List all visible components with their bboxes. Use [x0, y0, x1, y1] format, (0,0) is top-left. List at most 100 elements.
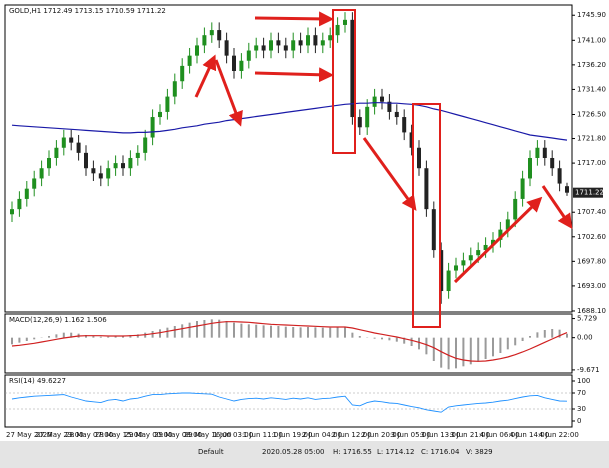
histogram-bar: [462, 337, 465, 367]
x-tick-label: 29 May 08:00: [154, 431, 202, 439]
x-tick-label: 29 May 00:00: [124, 431, 172, 439]
histogram-bar: [440, 337, 443, 368]
histogram-bar: [403, 337, 406, 344]
histogram-bar: [114, 336, 117, 338]
candle-body: [261, 45, 266, 51]
arrow: [214, 59, 243, 127]
candle-body: [306, 35, 310, 46]
candle-body: [172, 81, 177, 97]
candle-body: [283, 45, 288, 51]
histogram-bar: [55, 334, 58, 338]
x-tick-label: 27 May 2020: [6, 431, 52, 439]
histogram-bar: [203, 320, 206, 338]
candle-body: [565, 186, 569, 193]
candle-body: [135, 152, 140, 158]
histogram-bar: [151, 331, 154, 338]
candle-body: [431, 209, 436, 251]
candle-body: [513, 198, 518, 220]
histogram-bar: [514, 337, 517, 346]
histogram-bar: [469, 337, 472, 365]
candle-body: [298, 40, 303, 46]
candle-body: [483, 244, 488, 251]
histogram-bar: [292, 327, 295, 338]
line: [11, 102, 568, 141]
histogram-bar: [233, 322, 235, 338]
histogram-bar: [455, 337, 457, 369]
x-tick-label: 28 May 15:00: [95, 431, 143, 439]
histogram-bar: [159, 329, 161, 338]
candle-body: [150, 117, 155, 138]
chart-title: GOLD,H1 1712.49 1713.15 1710.59 1711.22: [9, 7, 166, 15]
candle-body: [269, 40, 273, 51]
arrow: [453, 196, 543, 284]
candle-body: [254, 45, 259, 51]
candle-body: [528, 157, 532, 179]
histogram-bar: [492, 337, 494, 357]
histogram-bar: [543, 330, 546, 338]
candle-body: [535, 147, 540, 158]
histogram-bar: [536, 332, 539, 338]
histogram-bar: [247, 324, 250, 338]
candle-body: [557, 168, 562, 184]
arrow: [362, 137, 417, 211]
x-tick-label: 1 Jun 03:00: [213, 431, 253, 439]
y-tick-label: 1693.00: [577, 282, 606, 290]
candle-body: [505, 219, 510, 230]
candle-body: [402, 117, 407, 133]
histogram-bar: [166, 327, 169, 338]
candle-body: [439, 250, 444, 292]
candle-body: [328, 35, 333, 41]
histogram-bar: [558, 329, 561, 338]
line: [11, 321, 568, 362]
x-tick-label: 4 Jun 06:00: [480, 431, 520, 439]
candle-body: [24, 188, 29, 199]
candle-body: [69, 137, 74, 143]
status-close: C: 1716.04: [421, 448, 460, 456]
histogram-bar: [173, 326, 176, 338]
candle-body: [54, 147, 59, 158]
candle-body: [387, 101, 392, 112]
status-profile: Default: [198, 448, 224, 456]
histogram-bar: [432, 337, 435, 361]
annotations: [194, 9, 573, 328]
y-tick-label: 0.00: [577, 334, 593, 342]
histogram-bar: [284, 326, 287, 338]
histogram-bar: [506, 337, 509, 350]
histogram-bar: [129, 335, 132, 338]
histogram-bar: [329, 327, 332, 338]
candle-body: [143, 137, 148, 153]
histogram-bar: [181, 324, 184, 338]
histogram-bar: [336, 327, 339, 338]
status-volume: V: 3829: [466, 448, 493, 456]
candle-body: [417, 147, 421, 169]
candle-body: [47, 157, 51, 169]
candle-body: [498, 229, 503, 240]
candle-body: [291, 40, 296, 51]
candle-body: [76, 142, 81, 153]
histogram-bar: [48, 336, 50, 338]
candle-body: [276, 40, 281, 46]
histogram-bar: [425, 337, 428, 355]
status-high: H: 1716.55: [333, 448, 372, 456]
histogram-bar: [314, 327, 317, 338]
candle-body: [468, 255, 473, 261]
x-tick-label: 2 Jun 20:00: [361, 431, 401, 439]
candle-body: [158, 111, 162, 118]
x-tick-label: 3 Jun 21:00: [450, 431, 490, 439]
histogram-bar: [447, 337, 450, 370]
histogram-bar: [196, 321, 198, 338]
x-tick-label: 3 Jun 05:00: [391, 431, 431, 439]
candle-body: [113, 163, 118, 169]
candle-body: [520, 178, 525, 199]
histogram-bar: [418, 337, 420, 350]
candle-body: [195, 45, 199, 56]
candle-body: [84, 152, 88, 169]
histogram-bar: [92, 336, 95, 338]
histogram-bar: [388, 337, 391, 341]
candle-body: [424, 168, 429, 210]
histogram-bar: [499, 337, 502, 353]
candle-body: [98, 173, 103, 179]
histogram-bar: [484, 337, 487, 359]
candle-body: [217, 30, 222, 41]
